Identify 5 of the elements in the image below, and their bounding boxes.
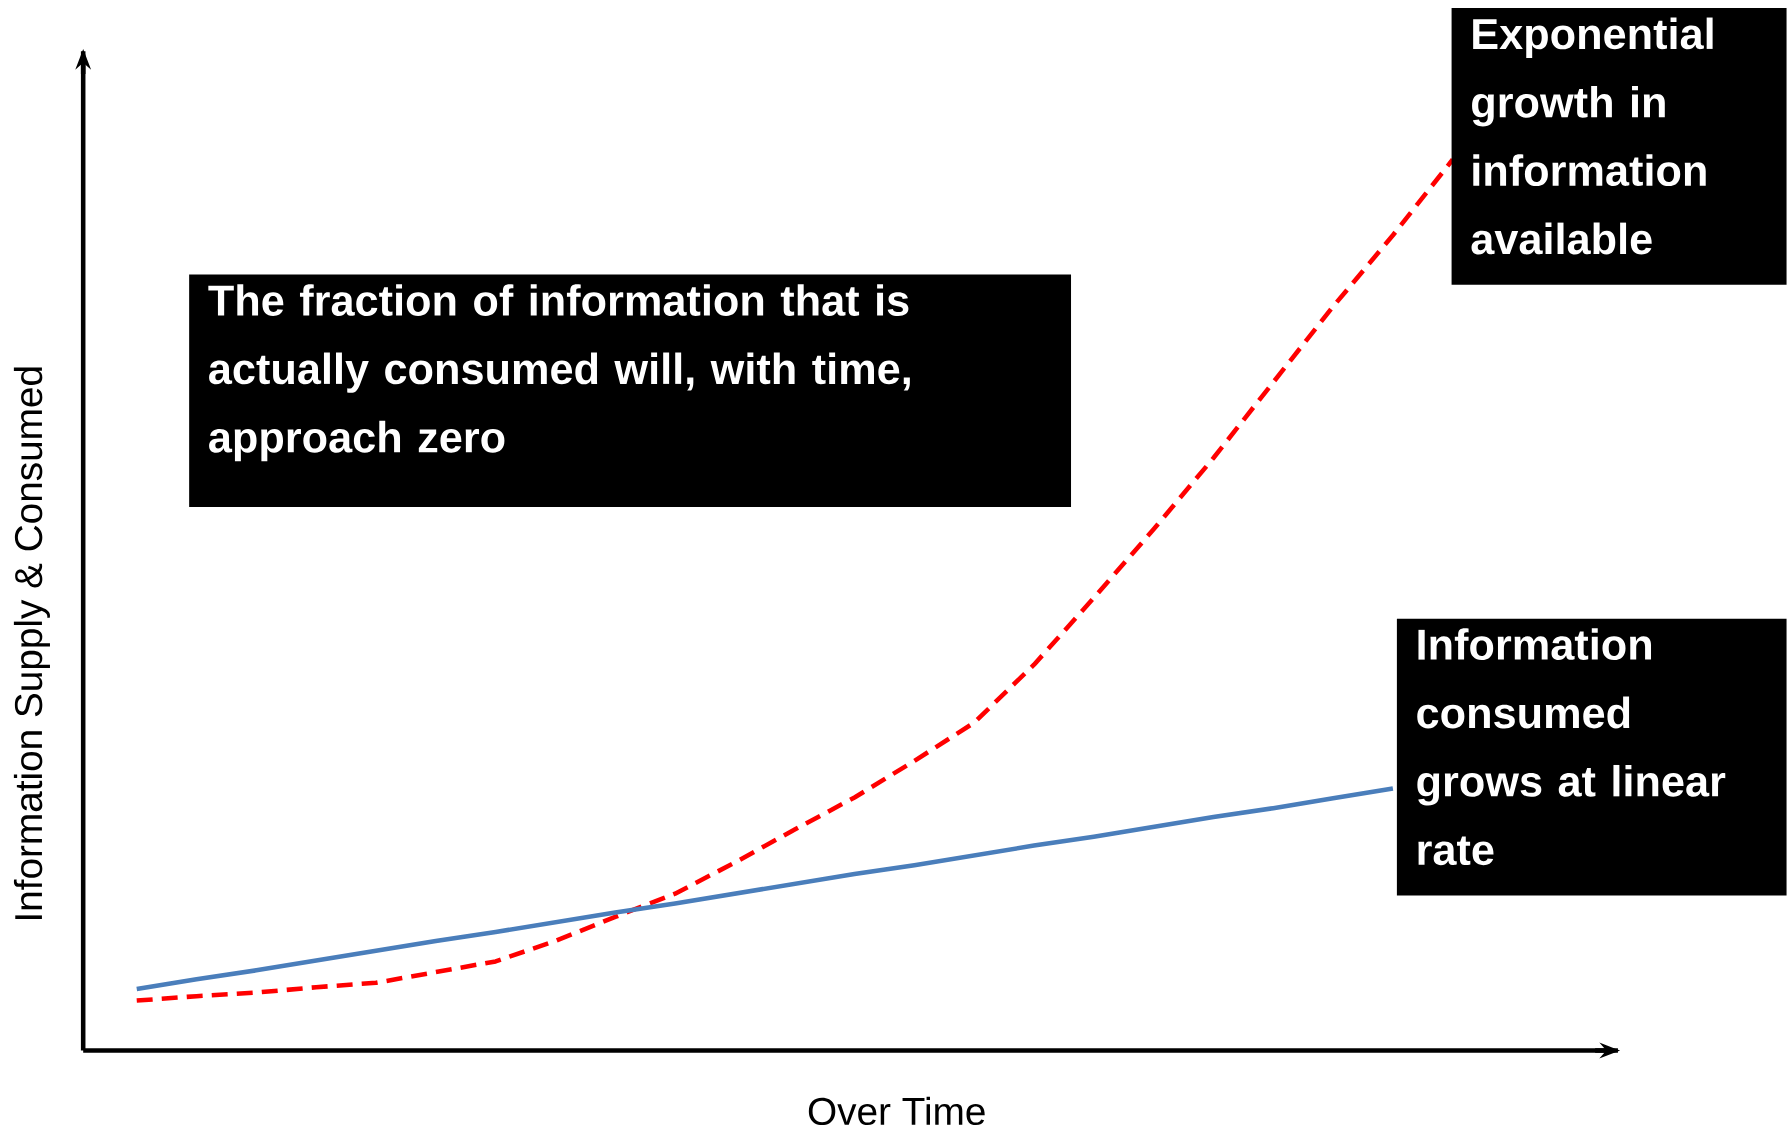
y-axis-title: Information Supply & Consumed [13,367,50,920]
annotation: Information consumed grows at linear rate [1417,628,1726,866]
annotation: Exponential growth in information available [1471,17,1713,255]
x-axis-title: Over Time [808,1096,985,1126]
annotation: The fraction of information that is actually consumed will, with time, approach zero [208,284,910,462]
